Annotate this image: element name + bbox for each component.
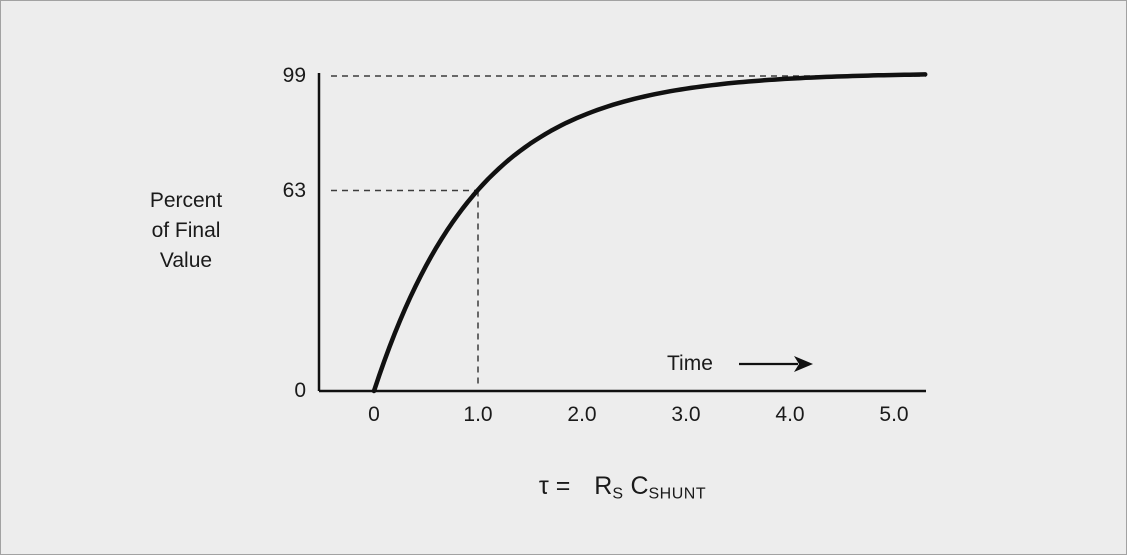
y-tick-0: 0 <box>294 379 306 402</box>
x-tick-4: 4.0 <box>775 403 805 426</box>
x-tick-2: 2.0 <box>567 403 597 426</box>
y-tick-99: 99 <box>282 64 306 87</box>
x-tick-5: 5.0 <box>879 403 909 426</box>
chart-caption: τ = RS CSHUNT <box>319 471 926 509</box>
y-axis-title-line1: Percent <box>149 189 223 212</box>
y-tick-63: 63 <box>282 179 306 202</box>
y-axis-title-line3: Value <box>159 249 213 272</box>
y-axis-title: Percent of Final Value <box>121 186 251 276</box>
x-tick-1: 1.0 <box>463 403 493 426</box>
time-arrow-icon <box>739 356 813 372</box>
caption-c-subscript: SHUNT <box>648 485 707 503</box>
charging-curve <box>371 72 928 394</box>
time-annotation-label: Time <box>667 352 713 375</box>
x-tick-0: 0 <box>368 403 380 426</box>
caption-c: C <box>630 472 649 500</box>
caption-tau: τ <box>538 472 549 500</box>
x-tick-3: 3.0 <box>671 403 701 426</box>
caption-r: R <box>594 472 613 500</box>
caption-equals: = <box>555 472 571 500</box>
caption-r-subscript: S <box>612 485 624 503</box>
y-axis-title-line2: of Final <box>151 219 221 242</box>
